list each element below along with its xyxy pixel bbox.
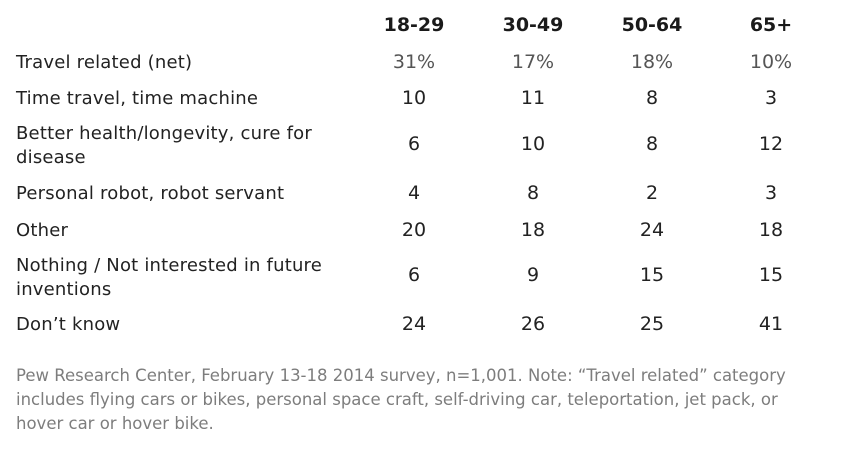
cell-value: 11 bbox=[520, 87, 546, 109]
row-label-personal-robot: Personal robot, robot servant bbox=[16, 183, 285, 204]
row-label-better-health-line-1: Better health/longevity, cure for bbox=[16, 123, 312, 144]
cell-value: 18 bbox=[758, 219, 784, 241]
row-label-dont-know: Don’t know bbox=[16, 314, 121, 335]
cell-value: 15 bbox=[639, 264, 665, 286]
cell-value: 3 bbox=[764, 87, 778, 109]
row-label-better-health-line-2: disease bbox=[16, 147, 86, 168]
cell-value: 8 bbox=[526, 182, 540, 204]
column-header-50-64: 50-64 bbox=[621, 14, 683, 36]
cell-value: 24 bbox=[639, 219, 665, 241]
cell-value: 10 bbox=[401, 87, 427, 109]
column-header-18-29: 18-29 bbox=[383, 14, 445, 36]
row-label-nothing-line-1: Nothing / Not interested in future bbox=[16, 255, 323, 276]
cell-value: 8 bbox=[645, 87, 659, 109]
cell-value: 15 bbox=[758, 264, 784, 286]
column-header-65-plus: 65+ bbox=[749, 14, 793, 36]
cell-value: 18% bbox=[630, 51, 674, 73]
cell-value: 17% bbox=[511, 51, 555, 73]
cell-value: 31% bbox=[392, 51, 436, 73]
cell-value: 4 bbox=[407, 182, 421, 204]
cell-value: 26 bbox=[520, 313, 546, 335]
row-label-nothing-line-2: inventions bbox=[16, 279, 112, 300]
cell-value: 18 bbox=[520, 219, 546, 241]
cell-value: 24 bbox=[401, 313, 427, 335]
cell-value: 12 bbox=[758, 133, 784, 155]
row-label-other: Other bbox=[16, 220, 69, 241]
cell-value: 41 bbox=[758, 313, 784, 335]
cell-value: 8 bbox=[645, 133, 659, 155]
cell-value: 2 bbox=[645, 182, 659, 204]
table-header-row: 18-29 30-49 50-64 65+ bbox=[0, 14, 852, 36]
cell-value: 10% bbox=[749, 51, 793, 73]
source-footnote: Pew Research Center, February 13-18 2014… bbox=[16, 366, 786, 433]
cell-value: 10 bbox=[520, 133, 546, 155]
cell-value: 25 bbox=[639, 313, 665, 335]
column-header-30-49: 30-49 bbox=[502, 14, 564, 36]
cell-value: 6 bbox=[407, 133, 421, 155]
row-label-time-travel: Time travel, time machine bbox=[16, 88, 259, 109]
cell-value: 9 bbox=[526, 264, 540, 286]
cell-value: 3 bbox=[764, 182, 778, 204]
cell-value: 6 bbox=[407, 264, 421, 286]
row-label-travel-related: Travel related (net) bbox=[16, 52, 193, 73]
cell-value: 20 bbox=[401, 219, 427, 241]
